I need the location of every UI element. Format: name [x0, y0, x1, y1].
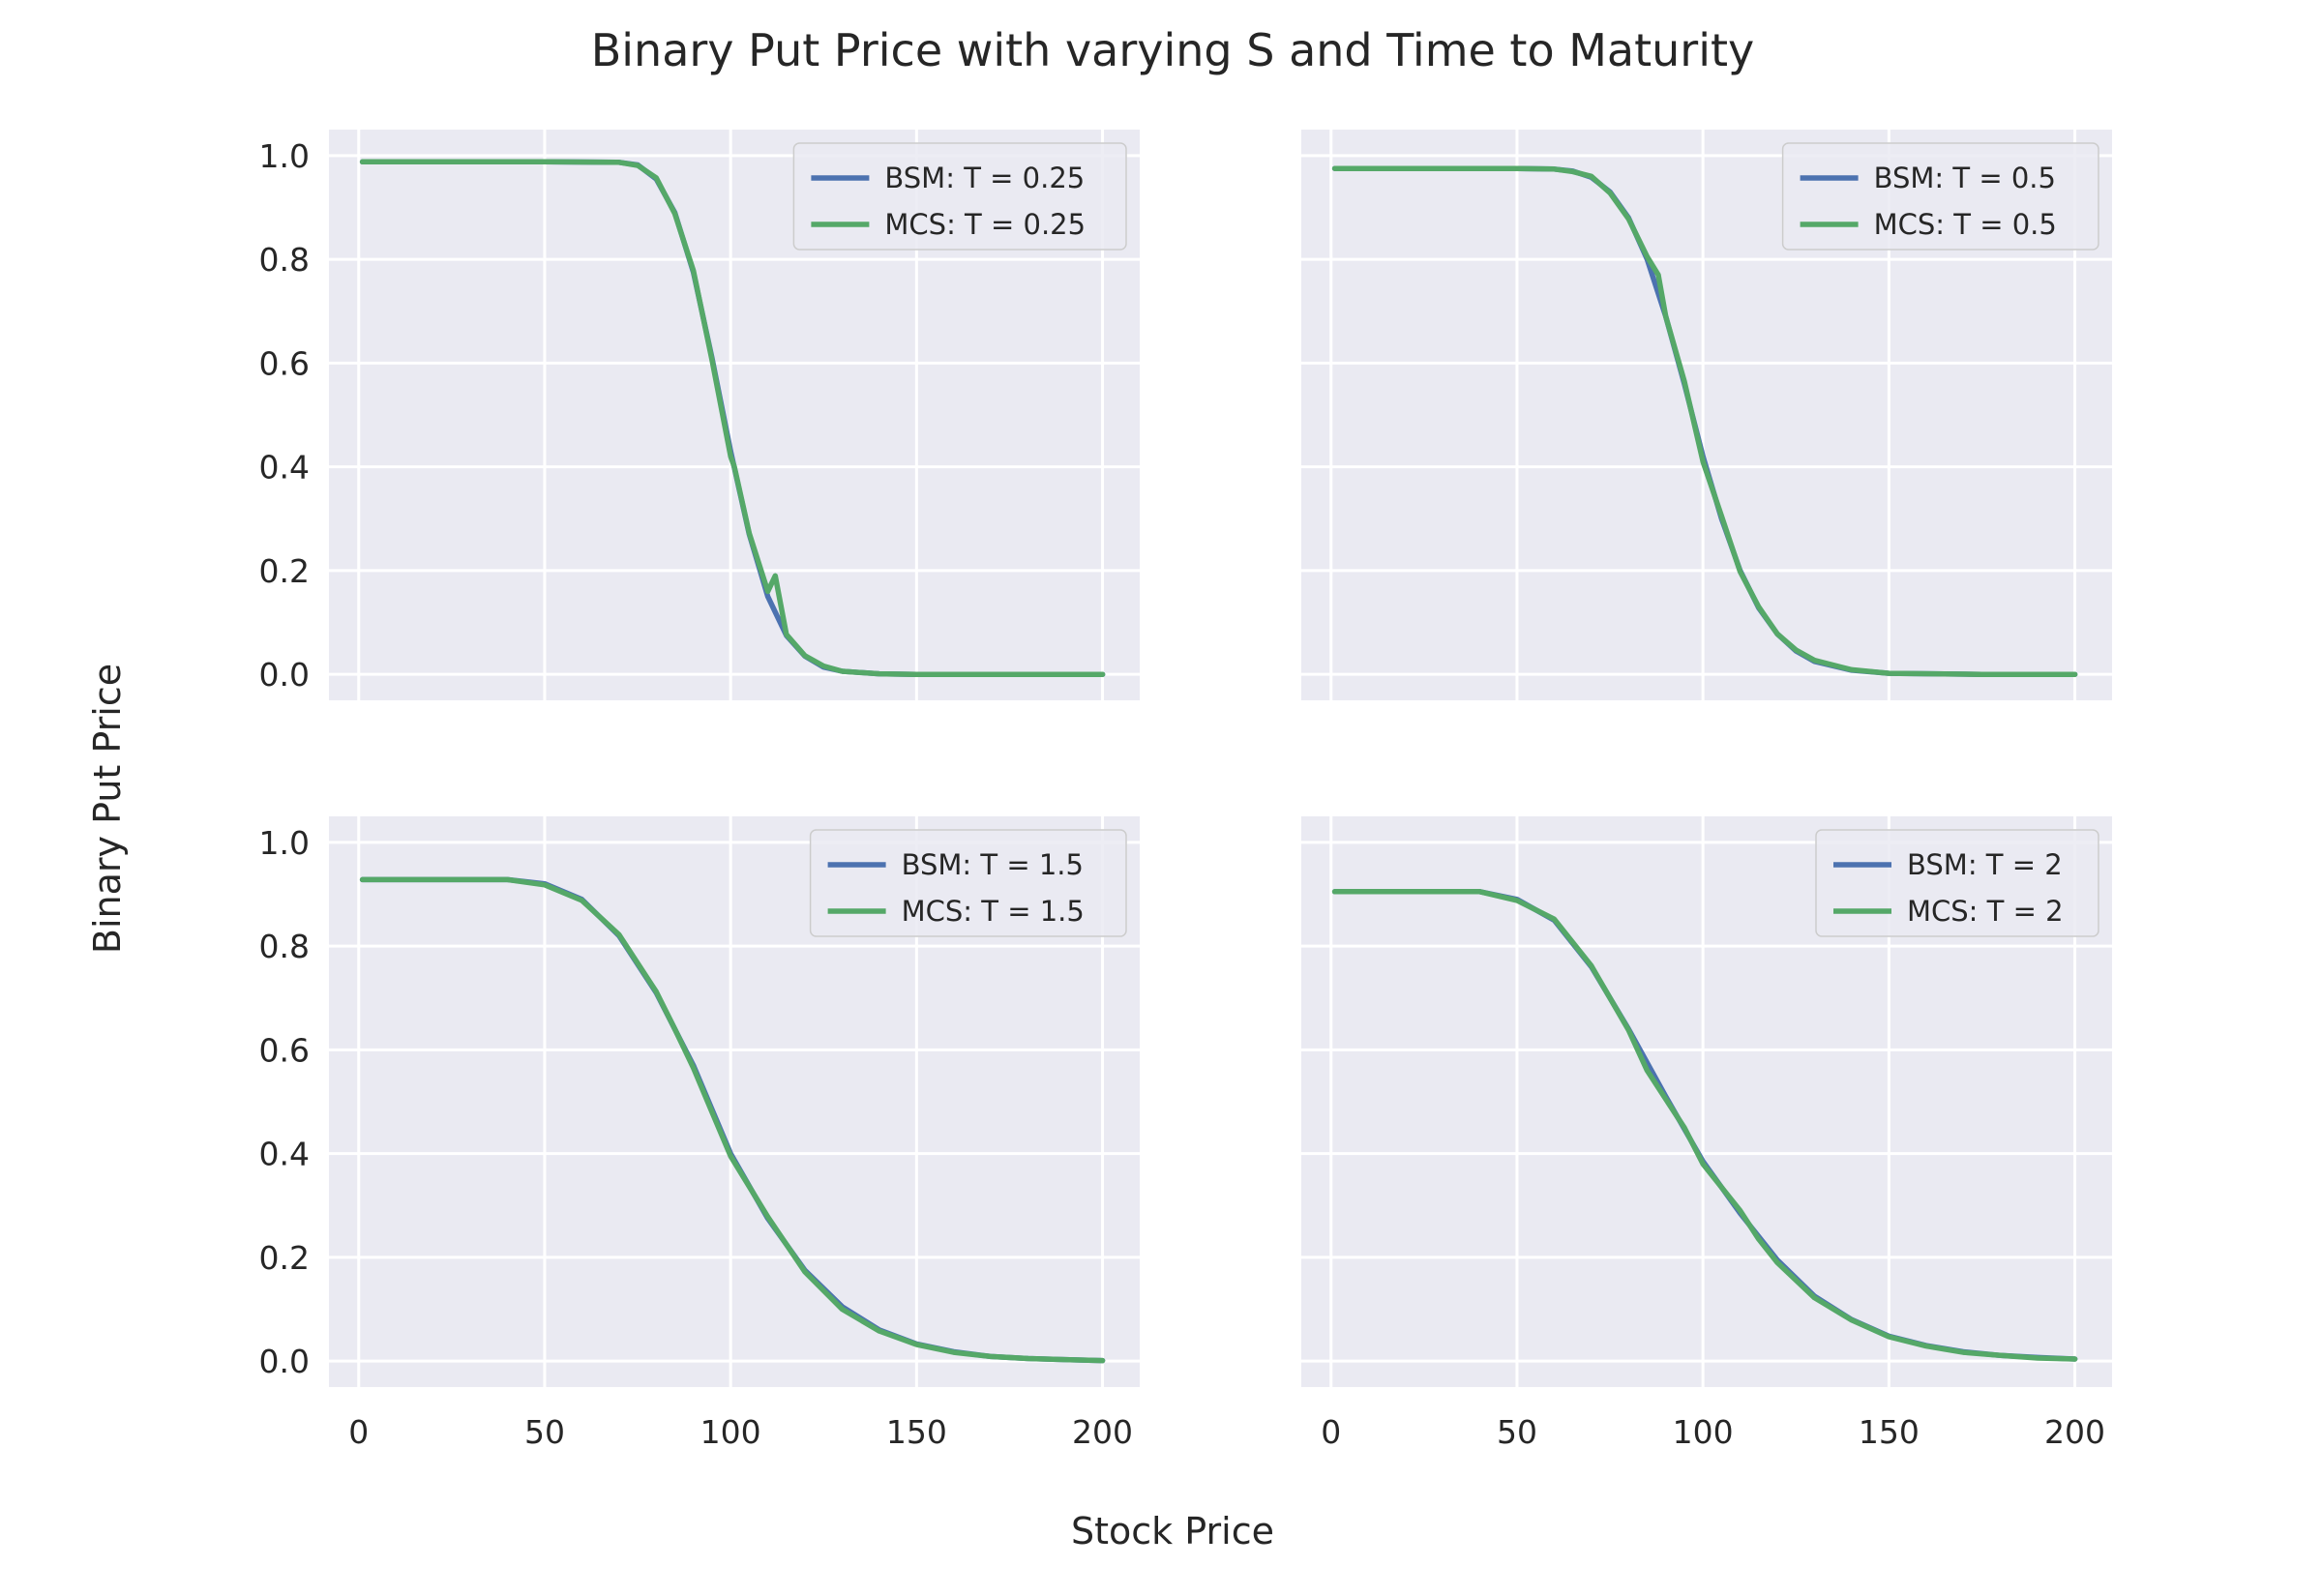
legend-box — [792, 142, 1127, 251]
legend-label: MCS: T = 0.5 — [1874, 208, 2057, 241]
y-tick-label: 0.4 — [259, 449, 310, 487]
y-tick-label: 1.0 — [259, 137, 310, 175]
legend: BSM: T = 0.5 MCS: T = 0.5 — [1781, 142, 2099, 251]
y-tick-label: 0.8 — [259, 928, 310, 965]
y-tick-label: 0.0 — [259, 656, 310, 694]
x-tick-label: 0 — [348, 1413, 369, 1451]
series-line-mcs — [1331, 165, 2078, 677]
x-tick-label: 50 — [524, 1413, 565, 1451]
series-line-mcs — [359, 876, 1106, 1364]
legend-label: MCS: T = 1.5 — [902, 895, 1085, 928]
subplot-bottom-left: 0 50 100 150 200 0.0 0.2 0.4 0.6 0.8 1.0 BSM: T = 1… — [259, 816, 1140, 1451]
y-tick-label: 0.2 — [259, 1239, 310, 1277]
x-tick-label: 200 — [1072, 1413, 1133, 1451]
legend-box — [1781, 142, 2099, 251]
y-tick-label: 0.6 — [259, 344, 310, 382]
legend-label: BSM: T = 2 — [1907, 848, 2063, 881]
legend-label: BSM: T = 1.5 — [902, 848, 1084, 881]
series-line-mcs — [359, 159, 1106, 677]
legend: BSM: T = 1.5 MCS: T = 1.5 — [809, 829, 1127, 937]
x-tick-label: 150 — [886, 1413, 947, 1451]
x-tick-label: 150 — [1859, 1413, 1920, 1451]
legend-label: BSM: T = 0.25 — [884, 162, 1085, 194]
figure-title: Binary Put Price with varying S and Time… — [591, 24, 1755, 76]
y-tick-label: 0.8 — [259, 241, 310, 279]
subplot-top-left: 0.0 0.2 0.4 0.6 0.8 1.0 BSM: T = 0.25 MCS: T = … — [259, 130, 1140, 700]
y-tick-label: 0.4 — [259, 1136, 310, 1173]
x-tick-label: 200 — [2044, 1413, 2105, 1451]
x-axis-label: Stock Price — [1071, 1510, 1274, 1552]
x-tick-label: 100 — [1673, 1413, 1734, 1451]
y-tick-label: 1.0 — [259, 824, 310, 862]
y-tick-label: 0.0 — [259, 1343, 310, 1380]
x-tick-label: 0 — [1321, 1413, 1341, 1451]
series-line-mcs — [1331, 889, 2078, 1362]
legend: BSM: T = 0.25 MCS: T = 0.25 — [792, 142, 1127, 251]
subplot-top-right: BSM: T = 0.5 MCS: T = 0.5 — [1301, 130, 2112, 700]
subplot-bottom-right: 0 50 100 150 200 BSM: T = 2 MCS: T = 2 — [1301, 816, 2112, 1451]
x-tick-label: 50 — [1497, 1413, 1537, 1451]
legend-label: MCS: T = 2 — [1907, 895, 2064, 928]
legend-label: MCS: T = 0.25 — [884, 208, 1086, 241]
legend-label: BSM: T = 0.5 — [1874, 162, 2056, 194]
legend: BSM: T = 2 MCS: T = 2 — [1815, 829, 2099, 937]
subplot-grid: 0.0 0.2 0.4 0.6 0.8 1.0 BSM: T = 0.25 MCS: T = … — [259, 130, 2112, 1451]
y-axis-label: Binary Put Price — [86, 664, 129, 954]
y-tick-label: 0.6 — [259, 1031, 310, 1069]
legend-box — [809, 829, 1127, 937]
x-tick-label: 100 — [700, 1413, 761, 1451]
y-tick-label: 0.2 — [259, 552, 310, 590]
